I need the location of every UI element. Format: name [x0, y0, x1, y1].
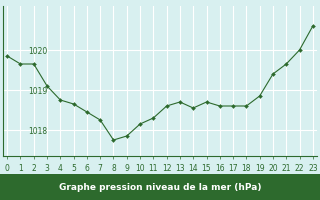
Text: Graphe pression niveau de la mer (hPa): Graphe pression niveau de la mer (hPa) — [59, 182, 261, 192]
